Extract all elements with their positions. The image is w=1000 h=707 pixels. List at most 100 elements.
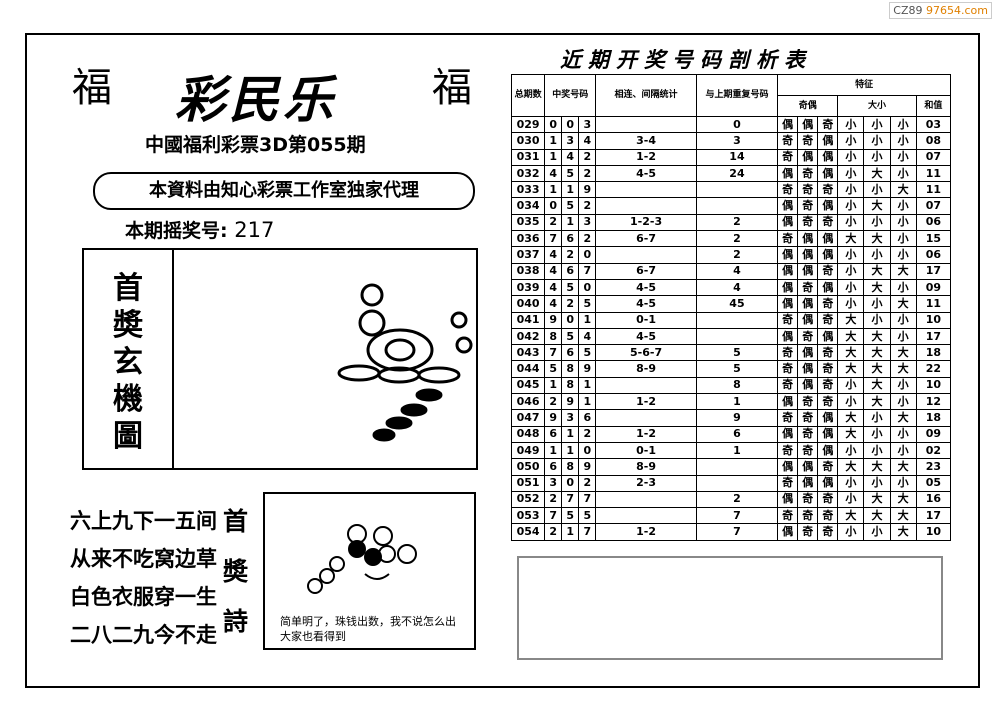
odd-even: 奇 xyxy=(777,409,799,427)
link: 4-5 xyxy=(595,327,697,346)
odd-even: 奇 xyxy=(777,376,799,395)
header-cell: 与上期重复号码 xyxy=(695,74,779,117)
sum: 06 xyxy=(915,246,952,264)
sum: 08 xyxy=(915,132,952,150)
big-small: 小 xyxy=(863,425,891,443)
repeat: 2 xyxy=(695,246,779,264)
digit: 3 xyxy=(561,409,580,427)
odd-even: 奇 xyxy=(797,132,819,150)
draw-number: 217 xyxy=(234,218,275,242)
big-small: 大 xyxy=(863,164,891,183)
digit: 4 xyxy=(544,164,563,183)
odd-even: 偶 xyxy=(817,148,839,166)
digit: 1 xyxy=(544,148,563,166)
digit: 0 xyxy=(561,474,580,492)
repeat: 24 xyxy=(695,164,779,183)
digit: 1 xyxy=(561,523,580,541)
big-small: 大 xyxy=(837,344,865,362)
digit: 4 xyxy=(544,246,563,264)
big-small: 大 xyxy=(863,376,891,395)
big-small: 小 xyxy=(863,474,891,492)
digit: 8 xyxy=(561,360,580,378)
period: 044 xyxy=(510,360,546,378)
big-small: 大 xyxy=(837,425,865,443)
draw: 本期摇奖号: 217 xyxy=(125,216,274,243)
big-small: 大 xyxy=(863,393,891,411)
period: 035 xyxy=(510,213,546,232)
big-small: 小 xyxy=(889,425,917,443)
poem-line: 二八二九今不走 xyxy=(70,623,217,647)
draw-label: 本期摇奖号: xyxy=(125,220,228,242)
odd-even: 偶 xyxy=(777,523,799,541)
digit: 3 xyxy=(544,474,563,492)
header-cell: 特征 xyxy=(777,74,951,96)
sum: 07 xyxy=(915,148,952,166)
link: 4-5 xyxy=(595,164,697,183)
sum: 11 xyxy=(915,164,952,183)
odd-even: 奇 xyxy=(797,327,819,346)
big-small: 大 xyxy=(863,344,891,362)
row: 042 8 5 4 4-5 偶奇偶大大小 17 xyxy=(510,327,952,346)
link: 6-7 xyxy=(595,262,697,280)
odd-even: 偶 xyxy=(817,132,839,150)
big-small: 小 xyxy=(863,246,891,264)
digit: 3 xyxy=(561,132,580,150)
big-small: 小 xyxy=(863,115,891,134)
header-cell: 奇偶 xyxy=(777,95,839,117)
digit: 7 xyxy=(578,490,597,509)
row: 051 3 0 2 2-3 奇偶偶小小小 05 xyxy=(510,474,952,492)
agent: 本資料由知心彩票工作室独家代理 xyxy=(93,172,475,210)
digit: 5 xyxy=(561,164,580,183)
odd-even: 偶 xyxy=(797,474,819,492)
poem-image xyxy=(307,524,417,594)
odd-even: 偶 xyxy=(797,458,819,476)
big-small: 大 xyxy=(863,507,891,525)
digit: 2 xyxy=(578,230,597,248)
odd-even: 偶 xyxy=(777,327,799,346)
digit: 5 xyxy=(561,278,580,297)
row: 044 5 8 9 8-9 5 奇偶奇大大大 22 xyxy=(510,360,952,378)
big-small: 大 xyxy=(837,507,865,525)
odd-even: 奇 xyxy=(817,181,839,199)
watermark-code: CZ89 xyxy=(893,4,923,17)
big-small: 大 xyxy=(863,360,891,378)
puzzle-char: 玄 xyxy=(113,345,143,380)
big-small: 小 xyxy=(863,441,891,460)
odd-even: 偶 xyxy=(777,164,799,183)
big-small: 大 xyxy=(889,507,917,525)
sum: 16 xyxy=(915,490,952,509)
odd-even: 奇 xyxy=(817,115,839,134)
digit: 1 xyxy=(544,181,563,199)
puzzle-label: 首奬玄機圖 xyxy=(84,270,172,455)
repeat xyxy=(695,197,779,215)
puzzle-char: 奬 xyxy=(113,308,143,343)
odd-even: 偶 xyxy=(777,262,799,280)
big-small: 大 xyxy=(889,409,917,427)
digit: 2 xyxy=(544,213,563,232)
repeat: 7 xyxy=(695,507,779,525)
digit: 7 xyxy=(578,262,597,280)
sum: 10 xyxy=(915,376,952,395)
digit: 4 xyxy=(544,278,563,297)
link: 1-2-3 xyxy=(595,213,697,232)
big-small: 大 xyxy=(863,490,891,509)
period: 052 xyxy=(510,490,546,509)
period: 036 xyxy=(510,230,546,248)
digit: 0 xyxy=(578,246,597,264)
odd-even: 偶 xyxy=(777,490,799,509)
link: 8-9 xyxy=(595,458,697,476)
digit: 9 xyxy=(578,181,597,199)
digit: 7 xyxy=(561,490,580,509)
big-small: 小 xyxy=(889,246,917,264)
digit: 6 xyxy=(544,458,563,476)
odd-even: 偶 xyxy=(797,295,819,313)
digit: 4 xyxy=(578,132,597,150)
big-small: 小 xyxy=(863,148,891,166)
row: 053 7 5 5 7 奇奇奇大大大 17 xyxy=(510,507,952,525)
repeat: 5 xyxy=(695,360,779,378)
link xyxy=(595,115,697,134)
odd-even: 奇 xyxy=(777,441,799,460)
digit: 2 xyxy=(544,490,563,509)
period: 043 xyxy=(510,344,546,362)
odd-even: 奇 xyxy=(797,441,819,460)
